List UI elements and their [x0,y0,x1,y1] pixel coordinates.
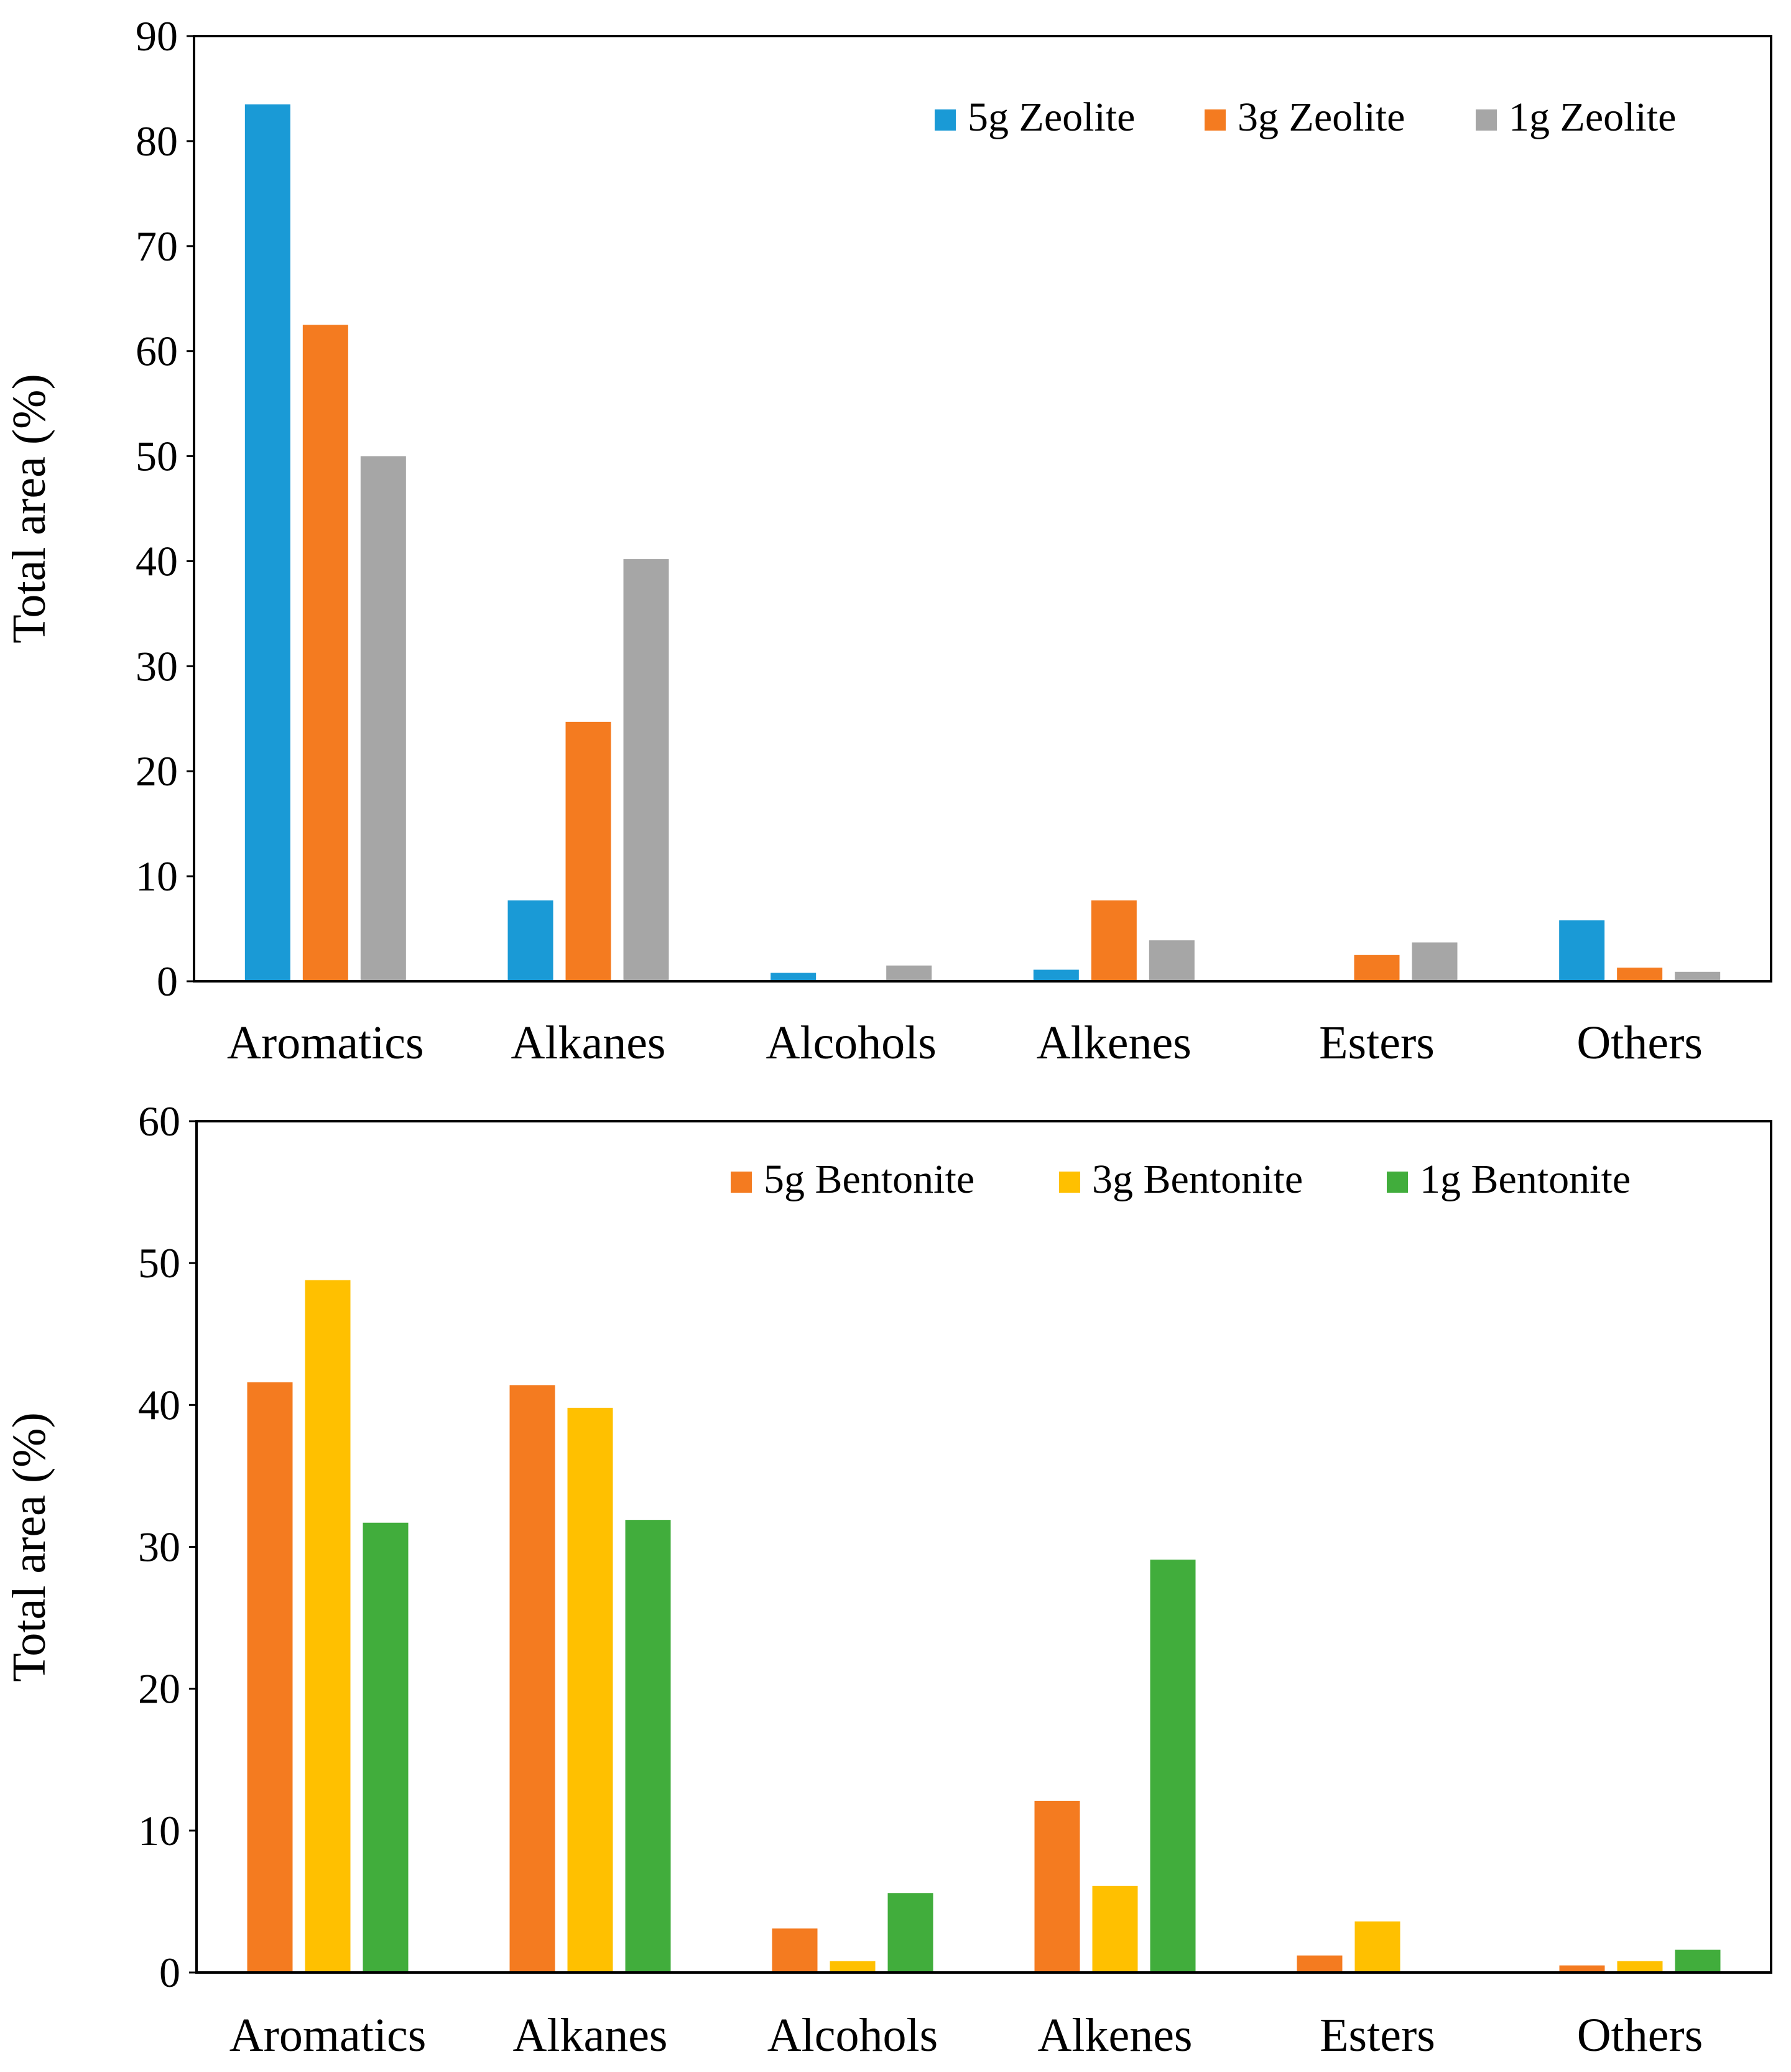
legend: 5g Bentonite 3g Bentonite 1g Bentonite [731,1157,1631,1202]
bar-1g-zeolite-alkanes [623,559,669,981]
bar-1g-zeolite-aromatics [360,456,406,981]
bar-1g-bentonite-aromatics [363,1522,409,1973]
legend-swatch-3g-bentonite [1059,1172,1080,1193]
bar-1g-zeolite-esters [1412,942,1458,981]
x-category-label: Aromatics [227,1017,424,1069]
bar-5g-zeolite-aromatics [244,104,290,981]
y-tick-label: 20 [138,1665,180,1713]
legend-label: 5g Zeolite [968,95,1135,140]
bar-3g-zeolite-aromatics [302,325,348,981]
legend-label: 3g Zeolite [1238,95,1405,140]
chart-bentonite: 0 10 20 30 40 50 60 Aromatics Alkanes Alcohols Alk… [3,1098,1772,2061]
legend-swatch-1g-zeolite [1476,109,1497,131]
bar-5g-bentonite-alcohols [772,1928,818,1973]
bar-3g-zeolite-esters [1354,955,1400,981]
y-tick-label: 60 [138,1098,180,1145]
legend-swatch-1g-bentonite [1387,1172,1408,1193]
y-tick-label: 40 [136,537,178,585]
bar-3g-zeolite-alkanes [565,721,611,981]
y-axis-label: Total area (%) [3,374,55,644]
legend-label: 5g Bentonite [764,1157,974,1202]
x-category-label: Others [1576,1017,1703,1069]
y-tick-label: 50 [138,1239,180,1287]
legend-label: 1g Zeolite [1509,95,1676,140]
x-category-label: Alcohols [767,2009,938,2061]
bar-3g-bentonite-others [1617,1961,1663,1973]
y-tick-label: 30 [138,1524,180,1571]
bar-1g-bentonite-alcohols [887,1893,933,1973]
y-tick-label: 50 [136,433,178,480]
bar-3g-zeolite-alkenes [1091,900,1137,981]
legend-label: 1g Bentonite [1420,1157,1631,1202]
y-tick-label: 20 [136,747,178,795]
y-tick-label: 0 [157,958,178,1005]
bar-1g-bentonite-others [1675,1949,1721,1973]
bar-1g-bentonite-alkanes [625,1520,671,1973]
legend-label: 3g Bentonite [1092,1157,1303,1202]
x-category-label: Alcohols [766,1017,936,1069]
x-category-label: Alkanes [511,1017,665,1069]
plot-frame [193,35,1772,983]
bar-5g-bentonite-alkanes [509,1385,555,1973]
plot-frame [195,1120,1772,1974]
bar-1g-zeolite-alkenes [1149,940,1195,981]
y-tick-label: 30 [136,642,178,690]
bar-3g-bentonite-aromatics [305,1280,351,1973]
bar-3g-bentonite-alkenes [1092,1885,1138,1973]
x-category-label: Alkanes [512,2009,667,2061]
bar-5g-bentonite-alkenes [1034,1800,1080,1973]
y-tick-label: 90 [136,12,178,60]
bar-3g-bentonite-esters [1354,1921,1400,1973]
x-category-label: Alkenes [1037,2009,1192,2061]
chart-zeolite: 0 10 20 30 40 50 60 70 80 90 Aromatics Alkanes Alcoh… [3,12,1772,1069]
legend-swatch-5g-zeolite [935,109,956,131]
y-tick-label: 10 [136,853,178,900]
x-category-label: Esters [1320,2009,1435,2061]
y-tick-label: 0 [159,1949,180,1996]
bar-3g-zeolite-others [1617,968,1663,981]
x-category-label: Esters [1319,1017,1435,1069]
x-category-label: Others [1577,2009,1703,2061]
bar-5g-bentonite-esters [1297,1955,1343,1973]
y-tick-label: 70 [136,223,178,270]
y-tick-label: 40 [138,1381,180,1428]
bar-3g-bentonite-alkanes [567,1407,613,1973]
bar-1g-zeolite-alcohols [886,965,932,981]
y-tick-label: 60 [136,328,178,375]
y-axis-label: Total area (%) [3,1412,55,1682]
bar-5g-bentonite-others [1559,1965,1605,1973]
bar-1g-bentonite-alkenes [1150,1560,1196,1973]
bar-5g-bentonite-aromatics [247,1382,293,1973]
bar-5g-zeolite-alcohols [771,973,817,981]
x-category-label: Aromatics [229,2009,427,2061]
legend: 5g Zeolite 3g Zeolite 1g Zeolite [935,95,1676,140]
y-tick-label: 80 [136,118,178,165]
y-tick-label: 10 [138,1807,180,1854]
legend-swatch-3g-zeolite [1205,109,1226,131]
bar-5g-zeolite-alkanes [507,900,553,981]
x-category-label: Alkenes [1037,1017,1192,1069]
bar-5g-zeolite-alkenes [1033,969,1079,981]
bar-1g-zeolite-others [1675,971,1721,981]
bar-3g-bentonite-alcohols [830,1961,876,1973]
legend-swatch-5g-bentonite [731,1172,752,1193]
bar-5g-zeolite-others [1559,920,1605,981]
